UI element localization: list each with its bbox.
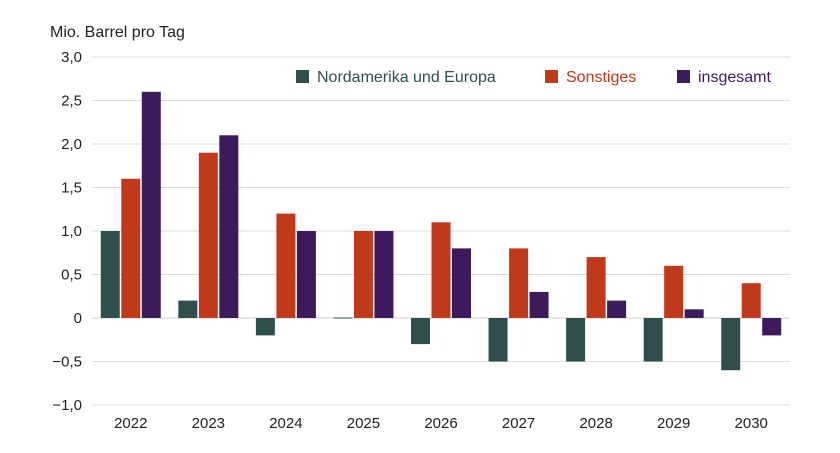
bar <box>219 135 239 318</box>
x-tick-label: 2028 <box>579 415 612 432</box>
bar <box>643 318 663 362</box>
bar <box>586 257 606 318</box>
bar <box>333 317 353 319</box>
x-tick-label: 2029 <box>657 415 690 432</box>
bar <box>121 178 141 318</box>
y-tick-label: 1,0 <box>61 223 82 240</box>
bar <box>452 248 471 318</box>
bar <box>255 318 275 336</box>
bar <box>100 231 120 318</box>
y-tick-label: 2,0 <box>61 136 82 153</box>
bar <box>296 231 316 318</box>
bar <box>198 152 218 318</box>
x-tick-label: 2026 <box>424 415 457 432</box>
x-tick-label: 2022 <box>114 415 147 432</box>
bar <box>509 248 529 318</box>
bar <box>431 222 451 318</box>
y-tick-label: −1,0 <box>52 397 82 414</box>
bar <box>664 265 684 318</box>
legend-swatch <box>677 70 690 83</box>
legend-label: Nordamerika und Europa <box>317 69 496 86</box>
y-tick-label: 0,5 <box>61 267 82 284</box>
bar <box>488 318 508 362</box>
legend: Nordamerika und Europa Sonstiges insgesamt <box>296 69 771 86</box>
legend-label: insgesamt <box>698 69 771 86</box>
x-tick-label: 2024 <box>269 415 302 432</box>
bar <box>141 91 161 318</box>
bar <box>529 291 549 318</box>
y-tick-label: 3,0 <box>61 49 82 66</box>
y-axis-title: Mio. Barrel pro Tag <box>50 24 185 41</box>
legend-swatch <box>545 70 558 83</box>
x-tick-label: 2025 <box>347 415 380 432</box>
y-tick-label: −0,5 <box>52 354 82 371</box>
bar <box>353 231 373 318</box>
bars <box>100 91 782 371</box>
legend-label: Sonstiges <box>566 69 636 86</box>
y-axis-ticks: −1,0 −0,5 0 0,5 1,0 1,5 2,0 2,5 3,0 <box>52 49 82 414</box>
bar <box>276 213 296 318</box>
x-axis-ticks: 2022 2023 2024 2025 2026 2027 2028 2029 2030 <box>114 415 768 432</box>
bar <box>607 300 627 318</box>
bar <box>684 309 704 318</box>
legend-swatch <box>296 70 309 83</box>
x-tick-label: 2023 <box>192 415 225 432</box>
bar <box>721 318 741 371</box>
bar <box>741 283 761 318</box>
y-tick-label: 2,5 <box>61 93 82 110</box>
bar <box>178 300 198 318</box>
bar <box>411 318 430 345</box>
bar <box>762 318 782 336</box>
y-tick-label: 0 <box>74 310 82 327</box>
y-tick-label: 1,5 <box>61 180 82 197</box>
x-tick-label: 2027 <box>502 415 535 432</box>
bar <box>566 318 586 362</box>
x-tick-label: 2030 <box>735 415 768 432</box>
bar <box>374 231 394 318</box>
